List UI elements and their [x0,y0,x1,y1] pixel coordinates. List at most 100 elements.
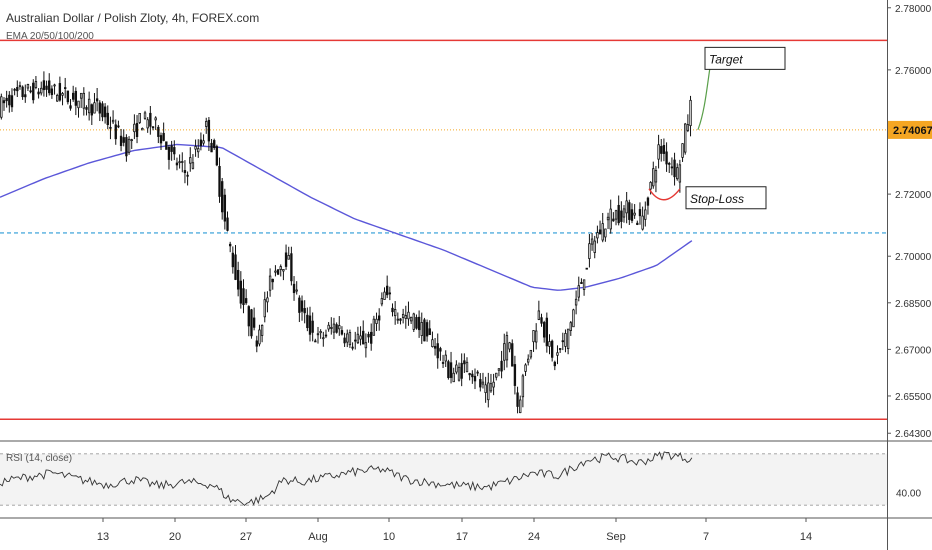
candle-body [598,229,602,235]
candle [319,329,322,339]
candle-body [34,81,38,88]
candle [367,331,370,343]
candle-body [228,243,232,247]
candle-body [524,364,527,372]
candle-body [393,309,397,317]
rsi-band [0,453,887,506]
candle-body [487,382,490,401]
candle-body [239,280,243,304]
candle-body [66,90,70,103]
candle [282,268,285,281]
candle [550,339,554,362]
candle [439,346,442,361]
candle-body [593,240,596,253]
candle [593,235,596,259]
candle [537,300,541,321]
candle [513,355,517,395]
candle [391,303,394,317]
candle-body [391,307,394,313]
candle-body [662,145,666,154]
candle [159,132,163,151]
candle [338,316,341,336]
candle [521,373,525,408]
candle [207,116,211,151]
candle-body [98,102,101,114]
candle-body [141,128,144,131]
candle [130,138,133,149]
candle-body [197,148,200,153]
x-tick-label: Sep [606,531,626,543]
candle-body [103,106,107,118]
y-tick-label: 2.74067 [893,125,932,137]
candle-body [646,197,650,206]
candle [670,157,674,176]
candle [354,331,357,350]
candle [657,134,660,169]
candle [79,92,83,108]
candle [566,328,570,355]
candle-body [628,202,631,220]
candle-body [340,330,344,335]
candle [425,319,429,342]
target-label: Target [709,52,743,66]
indicator-legend[interactable]: EMA 20/50/100/200 [6,31,94,42]
candle [582,279,586,296]
candle [689,95,692,137]
candle-body [577,285,580,298]
candle [617,195,620,226]
candle [572,308,575,328]
candle [417,310,421,338]
candle [662,138,666,162]
candle [620,201,623,229]
candle-body [314,340,317,343]
candle-body [154,117,157,121]
candle-body [56,94,59,102]
candle [154,116,157,130]
candle-body [258,329,261,345]
x-tick-label: 24 [528,531,540,543]
candle-body [622,208,626,218]
candle [383,287,386,300]
rsi-legend[interactable]: RSI (14, close) [6,453,73,464]
candle-body [167,147,171,160]
candle-body [260,324,264,336]
chart-title: Australian Dollar / Polish Zloty, 4h, FO… [6,11,260,25]
candle [247,305,250,337]
candle-body [298,297,301,313]
candle [636,220,639,226]
candle [42,71,46,97]
candle-body [24,94,27,98]
candle-body [428,328,431,336]
candle-body [221,181,224,213]
candle-body [465,361,469,373]
candle [585,267,588,270]
candle-body [199,139,203,147]
candle [457,362,461,382]
candle-body [529,349,533,358]
candle [26,83,30,91]
candle [545,312,549,353]
candle-body [117,125,120,128]
candle [455,360,458,375]
candle [471,370,474,384]
candle-body [186,174,189,177]
candle-body [604,228,607,238]
candle-body [106,112,109,126]
candle [2,97,6,111]
candle [497,368,501,377]
candle [298,295,301,323]
candle-body [205,121,208,127]
candle [191,154,195,170]
candle-body [513,364,517,386]
candle-body [189,157,192,164]
candle [436,333,439,369]
candle [372,315,376,336]
candle-body [455,364,458,373]
candle [614,209,618,226]
candle [444,350,447,367]
candle [686,114,690,133]
candle [16,80,19,97]
candle-body [404,315,407,319]
candle-body [53,84,56,87]
